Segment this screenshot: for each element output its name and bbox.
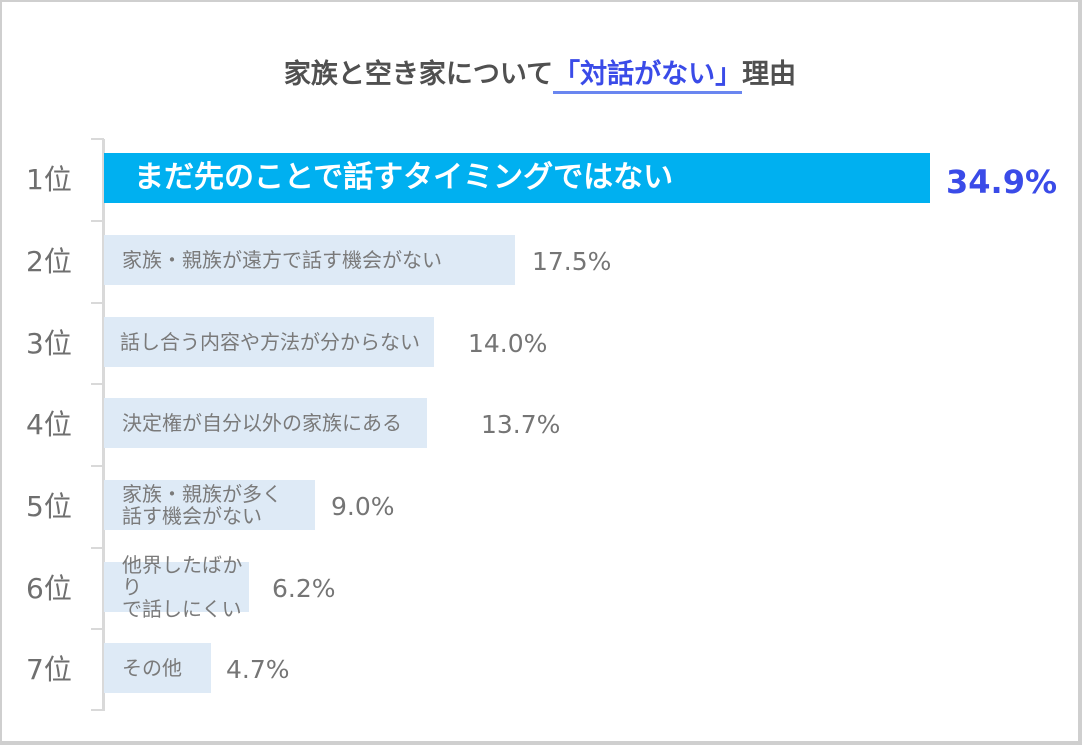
category-axis-line xyxy=(102,139,105,711)
value-label: 6.2% xyxy=(272,574,336,603)
value-label: 14.0% xyxy=(468,329,548,358)
bar-label-line: 話す機会がない xyxy=(122,504,262,528)
bar-label: 他界したばかり で話しにくい xyxy=(122,554,249,620)
bar-label: 話し合う内容や方法が分からない xyxy=(120,330,420,354)
bar-label: 家族・親族が遠方で話す機会がない xyxy=(122,248,442,272)
rank-label: 5位 xyxy=(26,490,72,523)
value-label: 34.9% xyxy=(946,163,1058,201)
axis-tick xyxy=(91,220,104,222)
bar-rank-6: 他界したばかり で話しにくい xyxy=(104,554,249,620)
rank-label: 4位 xyxy=(26,408,72,441)
bar-rank-5: 家族・親族が多く 話す機会がない xyxy=(104,480,315,530)
bar-rank-7: その他 xyxy=(104,643,211,693)
rank-label: 2位 xyxy=(26,245,72,278)
value-label: 13.7% xyxy=(481,410,561,439)
title-prefix: 家族と空き家について xyxy=(283,59,554,90)
rank-label: 6位 xyxy=(26,572,72,605)
axis-tick xyxy=(91,138,104,140)
bar-label: 決定権が自分以外の家族にある xyxy=(122,411,402,435)
axis-tick xyxy=(91,383,104,385)
title-suffix: 理由 xyxy=(742,59,797,90)
value-label: 17.5% xyxy=(532,247,612,276)
chart-title: 家族と空き家について「対話がない」理由 xyxy=(2,52,1078,94)
rank-label: 7位 xyxy=(26,653,72,686)
title-highlight: 「対話がない」 xyxy=(553,59,743,94)
bar-label: まだ先のことで話すタイミングではない xyxy=(134,160,674,195)
bar-label: 家族・親族が多く 話す機会がない xyxy=(122,480,282,530)
bar-label-line: 家族・親族が多く xyxy=(122,482,282,506)
value-label: 9.0% xyxy=(331,492,395,521)
bar-rank-1: まだ先のことで話すタイミングではない xyxy=(104,153,930,203)
bar-rank-4: 決定権が自分以外の家族にある xyxy=(104,398,427,448)
bar-rank-2: 家族・親族が遠方で話す機会がない xyxy=(104,235,515,285)
axis-tick xyxy=(91,465,104,467)
bar-label-line: 他界したばかり xyxy=(122,553,243,599)
axis-tick xyxy=(91,302,104,304)
rank-label: 1位 xyxy=(26,163,72,196)
axis-tick xyxy=(91,628,104,630)
value-label: 4.7% xyxy=(226,655,290,684)
bar-rank-3: 話し合う内容や方法が分からない xyxy=(104,317,434,367)
bar-label-line: で話しにくい xyxy=(122,597,242,621)
axis-tick xyxy=(91,547,104,549)
bar-label: その他 xyxy=(122,656,182,680)
axis-tick xyxy=(91,709,104,711)
rank-label: 3位 xyxy=(26,327,72,360)
